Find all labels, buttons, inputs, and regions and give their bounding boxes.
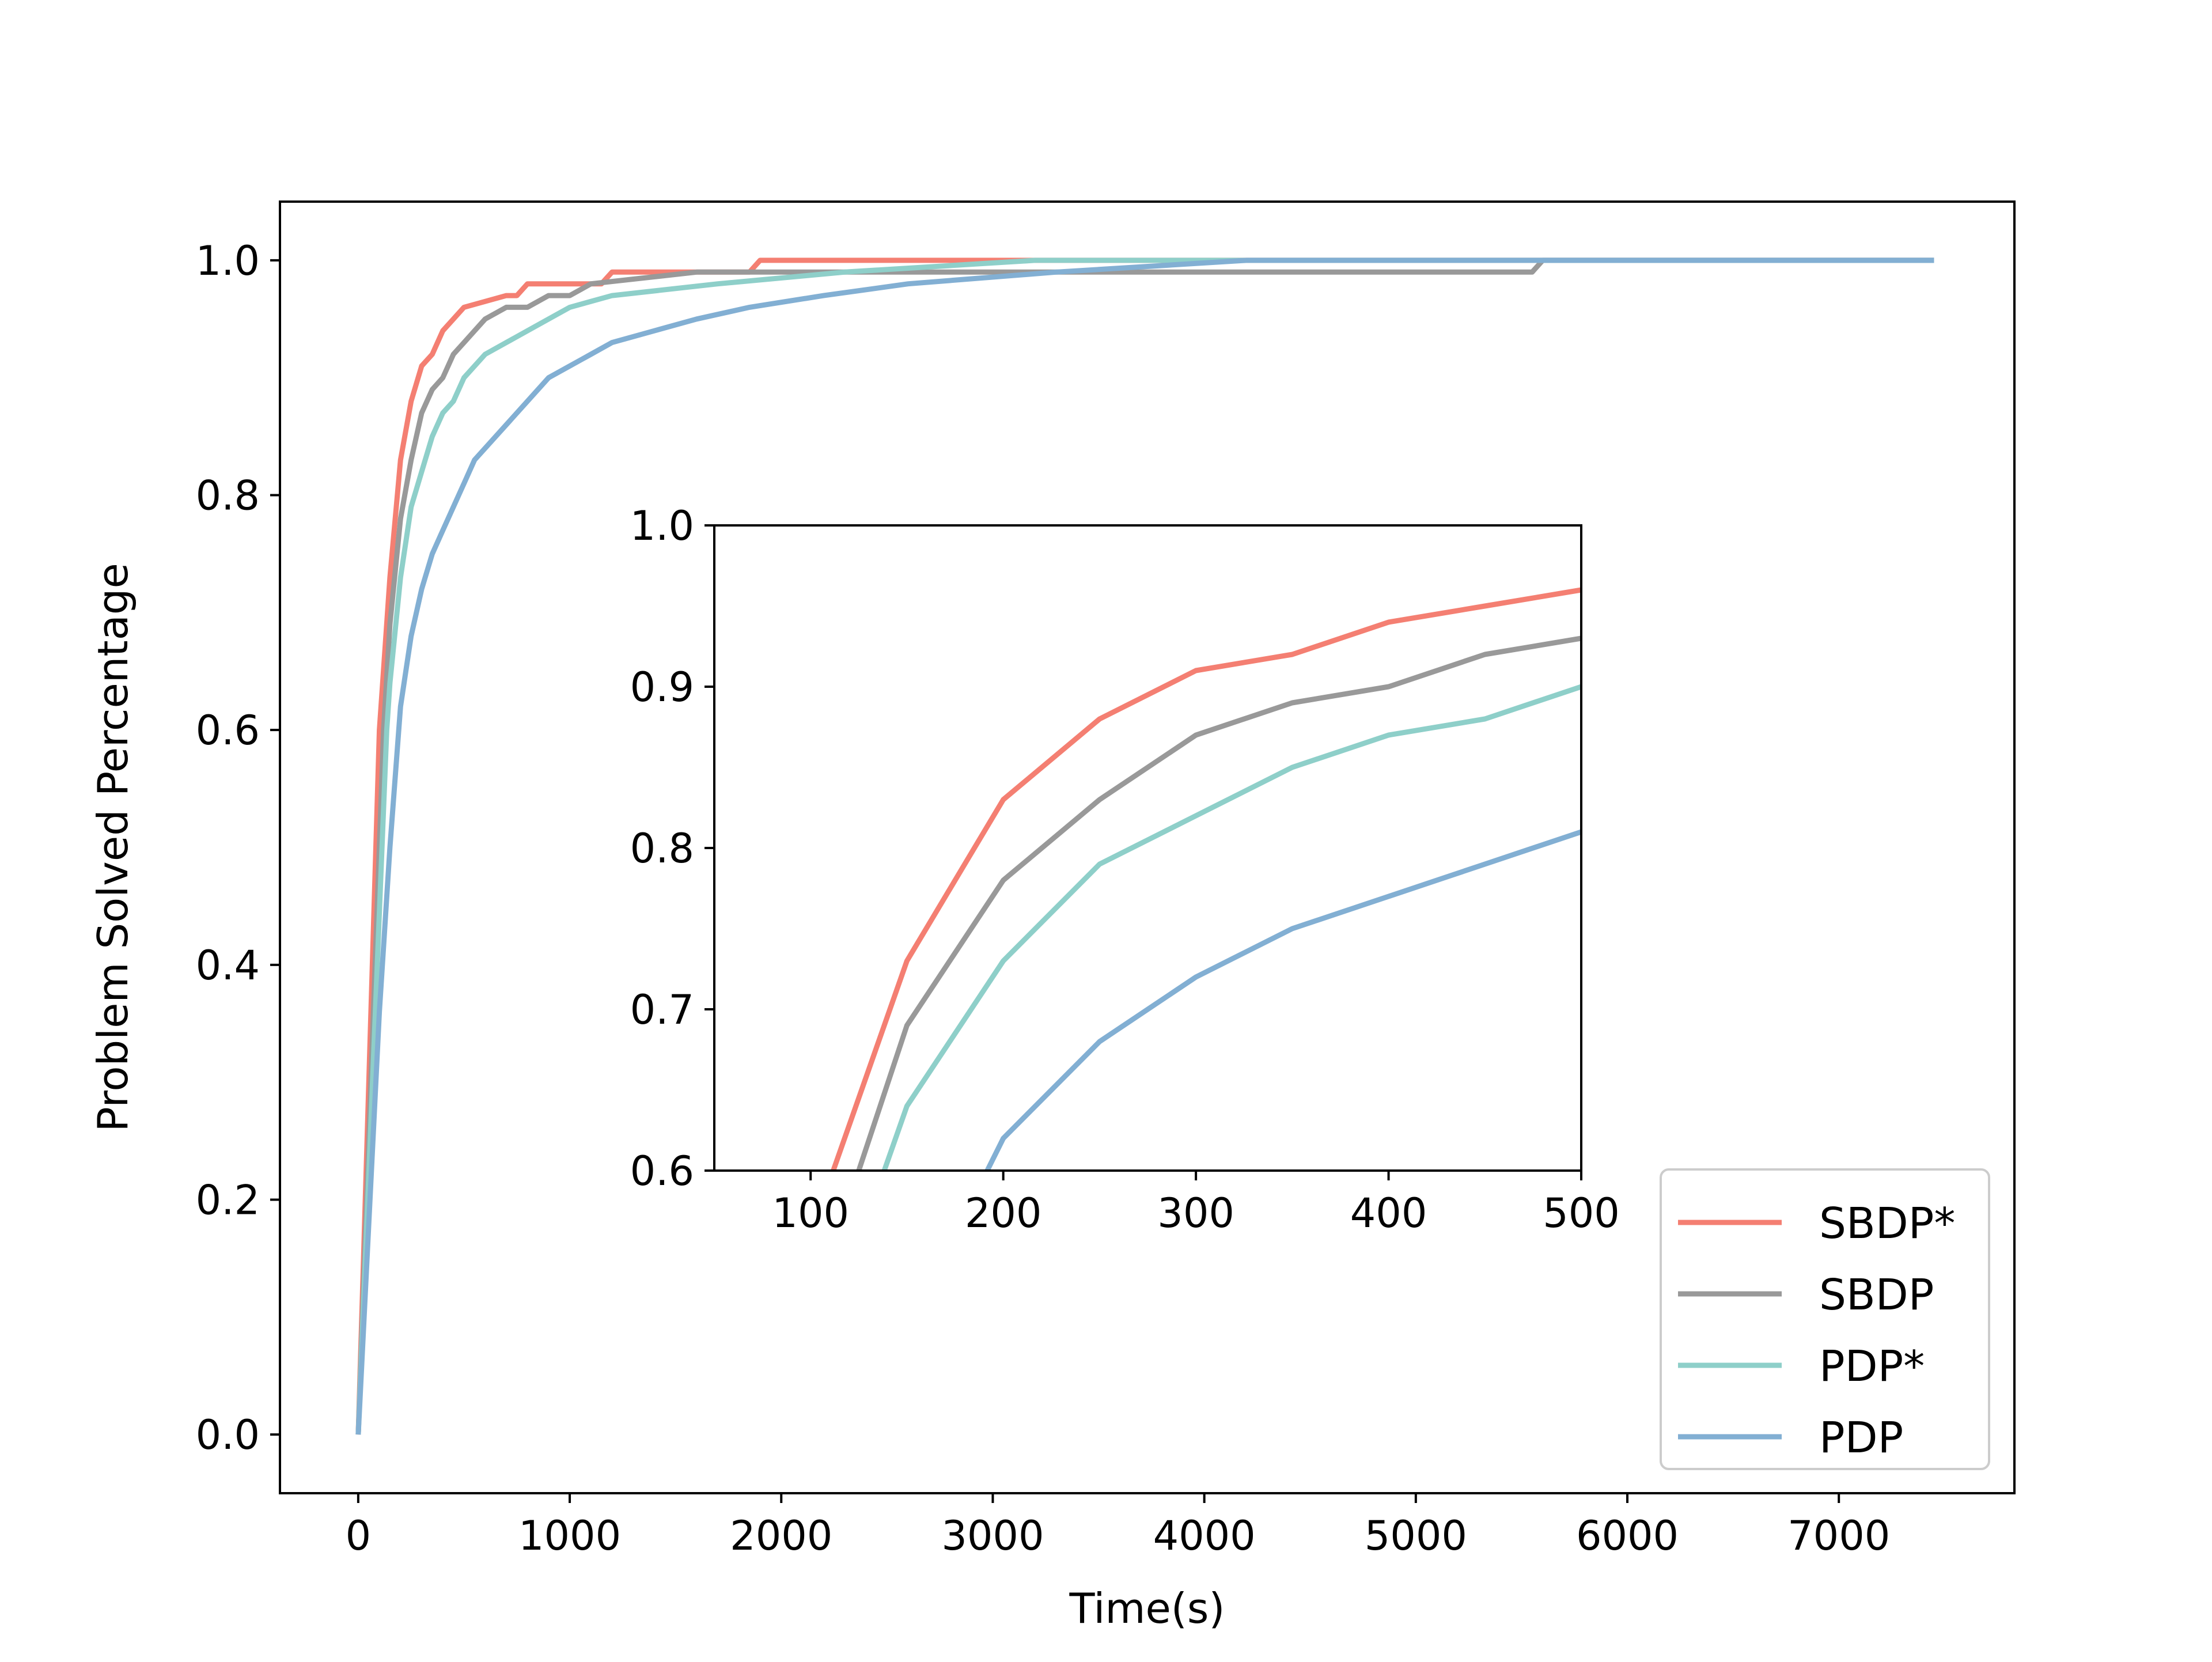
main-y-axis-label: Problem Solved Percentage — [89, 563, 137, 1132]
main-xtick-label: 4000 — [1153, 1512, 1256, 1559]
main-xtick-label: 0 — [346, 1512, 372, 1559]
main-xtick-label: 2000 — [730, 1512, 832, 1559]
main-chart: 0 1000 2000 3000 4000 5000 6000 7000 0.0 0.2 0.4 0.… — [89, 200, 2016, 1633]
inset-ytick-label: 0.6 — [630, 1148, 694, 1195]
inset-series-sbdp-line — [856, 635, 1581, 1171]
main-ytick-label: 0.6 — [196, 707, 260, 754]
main-xtick-label: 3000 — [941, 1512, 1044, 1559]
inset-series-sbdp-star-line — [830, 587, 1581, 1171]
inset-xtick-label: 400 — [1350, 1190, 1427, 1237]
main-series-pdp-line — [355, 258, 1934, 1435]
inset-xtick-label: 200 — [965, 1190, 1042, 1237]
inset-xtick-label: 500 — [1543, 1190, 1620, 1237]
inset-chart: 100 200 300 400 500 0.6 0.7 0.8 0.9 1.0 — [630, 502, 1620, 1237]
inset-ytick-label: 0.8 — [630, 825, 694, 872]
main-xtick-label: 5000 — [1365, 1512, 1467, 1559]
main-ytick-label: 0.2 — [196, 1176, 260, 1224]
main-series-sbdp-star-line — [355, 258, 1934, 1435]
main-xtick-label: 6000 — [1576, 1512, 1679, 1559]
main-plot-frame — [279, 200, 2016, 1494]
main-xtick-label: 7000 — [1787, 1512, 1890, 1559]
legend-label-sbdp-star: SBDP* — [1819, 1199, 1955, 1248]
inset-xtick-label: 300 — [1157, 1190, 1234, 1237]
legend: SBDP* SBDP PDP* PDP — [1660, 1168, 1990, 1470]
legend-label-pdp-star: PDP* — [1819, 1342, 1925, 1391]
inset-ytick-label: 0.9 — [630, 664, 694, 711]
main-xtick-label: 1000 — [518, 1512, 621, 1559]
inset-ytick-label: 1.0 — [630, 502, 694, 550]
inset-series-pdp-line — [984, 829, 1581, 1171]
main-x-axis-label: Time(s) — [1069, 1584, 1225, 1633]
inset-xtick-label: 100 — [772, 1190, 849, 1237]
main-ytick-label: 0.8 — [196, 472, 260, 520]
main-ytick-label: 0.4 — [196, 942, 260, 989]
main-ytick-label: 0.0 — [196, 1411, 260, 1459]
legend-frame — [1660, 1168, 1990, 1470]
inset-series-pdp-star-line — [881, 684, 1581, 1171]
main-series-group — [355, 258, 1934, 1435]
main-series-pdp-star-line — [355, 258, 1934, 1435]
inset-ytick-label: 0.7 — [630, 986, 694, 1033]
inset-plot-background — [714, 525, 1581, 1171]
inset-series-group — [830, 587, 1581, 1171]
legend-label-sbdp: SBDP — [1819, 1270, 1934, 1320]
main-ytick-label: 1.0 — [196, 237, 260, 285]
main-series-sbdp-line — [355, 258, 1934, 1435]
legend-label-pdp: PDP — [1819, 1413, 1903, 1463]
